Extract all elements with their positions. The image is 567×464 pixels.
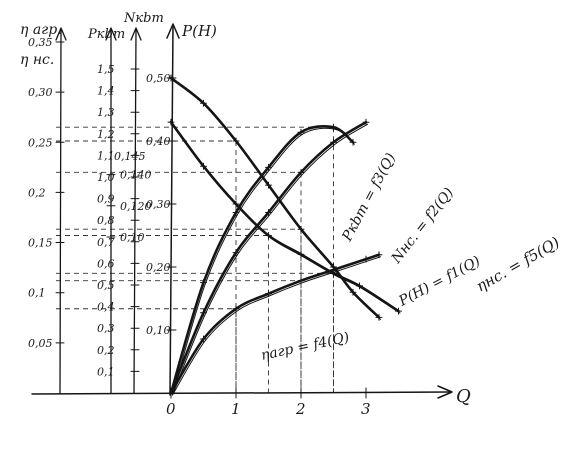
data-point [297,250,305,258]
pkvt-curve-trace [172,123,401,314]
q-tick-label: 0 [166,400,176,418]
eta-tick-label: 0,35 [28,36,53,49]
data-point [349,138,357,146]
eta-tick-label: 0,2 [28,186,46,199]
nkvt-tick-label: 1,3 [97,106,115,119]
nkvt-axis-arrow [130,27,142,41]
nkvt-axis-label: Nкbт [123,11,164,26]
eta-tick-label: 0,1 [28,287,46,300]
nkvt-tick-label: 1,0 [97,171,115,184]
data-point [200,335,207,343]
curves [167,74,402,397]
nkvt-tick-label: 0,4 [97,301,115,314]
data-point [265,163,272,171]
data-point [232,305,240,313]
data-point [200,279,207,287]
data-point [375,313,383,321]
eta-tick-label: 0,15 [28,237,53,250]
pkvt-tick-label: 0,10 [120,231,145,244]
nkvt-tick-label: 0,8 [97,214,115,227]
pkvt-tick-label: 0,120 [120,200,152,213]
ph-tick-label: 0,20 [146,261,171,274]
ph-tick-label: 0,50 [146,72,171,85]
nkvt-tick-label: 0,5 [97,279,115,292]
eta-agr-curve-trace [172,123,368,396]
data-point [330,138,337,146]
ph-tick-label: 0,10 [146,324,171,337]
q-tick-label: 2 [295,400,306,418]
nkvt-tick-label: 1,1 [97,149,115,162]
ph-axis-line [169,25,174,396]
axes [31,23,453,399]
extra-tick-label: 0,145 [114,150,146,163]
data-point [200,162,207,170]
data-point [265,290,272,298]
pkvt-axis-label: Pкbт [87,27,125,42]
data-point [167,389,175,397]
q-tick-label: 1 [231,400,241,418]
ph-tick-label: 0,30 [146,198,171,211]
data-point [297,277,305,285]
data-point [330,269,337,277]
nkvt-tick-label: 0,3 [97,322,115,335]
data-point [167,74,175,82]
nkvt-tick-label: 1,2 [97,128,115,141]
q-axis-label: Q [456,386,471,407]
ph-axis-label: P(H) [181,22,217,40]
ph-axis-ticks: 0,50 0,40 0,30 0,20 0,10 [146,72,177,337]
nkvt-tick-label: 0,2 [97,344,115,357]
data-point [232,200,240,208]
eta-agr-axis-label: η агр. [20,22,62,38]
data-point [362,118,370,126]
eta-tick-label: 0,30 [28,86,53,99]
data-point [395,307,402,315]
data-point [297,168,305,176]
ph-tick-label: 0,40 [146,135,171,148]
data-point [167,118,175,126]
pkvt-axis-ticks: 0,140 0,120 0,10 [106,169,152,244]
eta-axis-ticks: 0,35 0,30 0,25 0,2 0,15 0,1 0,05 [28,36,65,350]
data-point [232,249,240,257]
eta-axis-arrow [55,27,67,41]
data-point [362,255,370,263]
nkvt-tick-label: 0,1 [97,365,115,378]
nns-curve-trace [172,256,381,396]
nkvt-tick-label: 1,4 [97,85,115,98]
nkvt-tick-label: 0,6 [97,257,115,270]
nkvt-tick-label: 1,5 [97,63,115,76]
nkvt-tick-label: 0,9 [97,193,115,206]
data-point [200,99,207,107]
eta-axis-line [59,29,62,394]
pkvt-axis-arrow [105,27,117,41]
data-point [349,288,357,296]
q-tick-label: 3 [361,400,371,418]
data-point [356,282,363,290]
data-point [232,137,240,145]
pkvt-tick-label: 0,140 [120,169,152,182]
nkvt-tick-label: 0,7 [97,236,115,249]
data-point [232,208,240,216]
nns-curve [169,253,381,395]
ph-axis-arrow [166,23,180,39]
data-point [297,128,305,136]
data-point [265,232,272,239]
eta-tick-label: 0,25 [28,136,53,149]
data-point [265,208,272,216]
data-point [265,181,272,189]
nkvt-axis-ticks: 1,5 1,4 1,3 1,2 1,1 1,0 0,9 0,8 0,7 0,6 0,5 0,4 0,3 0… [97,63,140,378]
data-point [330,123,337,131]
data-point [297,225,305,233]
q-axis-line [31,391,451,395]
data-point [375,251,383,259]
eta-ns-axis-label: η нс. [20,52,54,68]
eta-ns-curve-trace [172,127,355,396]
eta-tick-label: 0,05 [28,337,53,350]
data-point [200,309,207,317]
q-axis-arrow [437,385,453,399]
